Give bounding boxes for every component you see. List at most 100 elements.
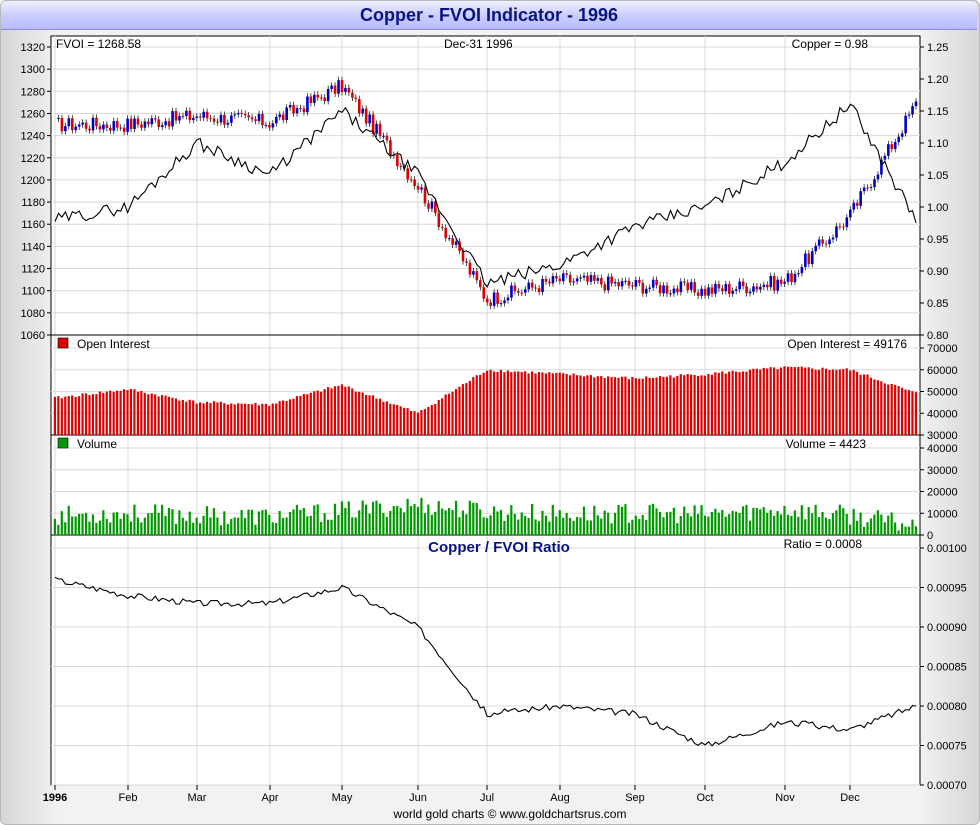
candle-body	[323, 97, 327, 102]
candle-body	[897, 136, 901, 143]
volume-bar	[686, 513, 689, 535]
right-tick-label: 0.00075	[927, 741, 967, 753]
candle-body	[160, 125, 164, 128]
open-interest-bar	[517, 371, 520, 435]
open-interest-bar	[171, 397, 174, 435]
left-tick-label: 1140	[21, 241, 45, 253]
candle-body	[223, 114, 226, 125]
open-interest-bar	[569, 375, 572, 435]
left-tick-label: 1080	[21, 308, 45, 320]
candle-body	[911, 106, 914, 115]
volume-bar	[91, 514, 95, 535]
candle-body	[565, 273, 569, 275]
candle-body	[835, 226, 838, 238]
candle-body	[797, 273, 800, 275]
open-interest-bar	[555, 372, 558, 435]
candle-body	[98, 126, 102, 130]
volume-bar	[53, 518, 56, 535]
volume-bar	[548, 521, 551, 535]
volume-bar	[375, 500, 378, 535]
volume-bar	[783, 505, 786, 535]
candle-body	[84, 122, 88, 129]
volume-bar	[181, 517, 184, 535]
volume-bar	[482, 517, 485, 535]
candle-body	[555, 276, 558, 279]
open-interest-bar	[862, 374, 866, 435]
candle-body	[686, 282, 690, 290]
open-interest-bar	[147, 394, 150, 435]
candle-body	[852, 202, 856, 210]
open-interest-bar	[451, 391, 454, 435]
volume-label: Volume	[77, 437, 117, 451]
volume-bar	[458, 517, 461, 535]
volume-bar	[537, 521, 541, 535]
open-interest-bar	[696, 375, 700, 435]
volume-bar	[596, 515, 599, 535]
candle-body	[444, 227, 448, 239]
volume-bar	[74, 516, 77, 535]
volume-bar	[876, 510, 879, 535]
open-interest-bar	[195, 403, 198, 435]
volume-bar	[88, 521, 91, 535]
volume-bar	[403, 512, 406, 535]
open-interest-bar	[299, 395, 302, 435]
open-interest-bar	[537, 372, 541, 435]
volume-bar	[707, 516, 710, 535]
volume-bar	[821, 512, 824, 535]
open-interest-bar	[216, 402, 219, 435]
candle-body	[804, 253, 807, 268]
left-tick-label: 1220	[21, 153, 45, 165]
volume-bar	[786, 514, 790, 535]
open-interest-bar	[320, 391, 323, 435]
open-interest-bar	[57, 396, 60, 435]
volume-bar	[140, 522, 143, 535]
open-interest-bar	[817, 369, 821, 435]
candle-body	[883, 155, 887, 160]
left-tick-label: 1300	[21, 64, 45, 76]
open-interest-bar	[800, 366, 803, 435]
open-interest-bar	[731, 370, 734, 435]
volume-bar	[430, 514, 433, 535]
volume-bar	[582, 506, 586, 535]
volume-bar	[143, 517, 146, 535]
candle-body	[347, 87, 351, 93]
open-interest-bar	[475, 375, 478, 435]
volume-bar	[465, 514, 468, 535]
open-interest-bar	[745, 371, 748, 435]
candle-body	[530, 282, 534, 288]
open-interest-bar	[894, 385, 897, 435]
volume-bar	[797, 516, 800, 535]
candle-body	[264, 124, 268, 126]
volume-bar	[479, 509, 482, 535]
candle-body	[67, 118, 71, 127]
volume-bar	[461, 510, 465, 535]
ratio-panel-title: Copper / FVOI Ratio	[428, 539, 570, 556]
open-interest-bar	[454, 388, 458, 435]
open-interest-bar	[831, 369, 835, 435]
open-interest-bar	[105, 391, 108, 435]
x-tick-label: Mar	[188, 792, 207, 804]
volume-bar	[454, 500, 458, 535]
volume-bar	[382, 512, 385, 535]
volume-bar	[862, 526, 866, 535]
volume-bar	[326, 519, 330, 535]
candle-body	[880, 159, 883, 175]
open-interest-bar	[683, 375, 686, 435]
open-interest-bar	[423, 409, 426, 435]
volume-bar	[57, 524, 60, 535]
volume-bar	[800, 505, 803, 535]
candle-body	[316, 94, 320, 98]
candle-body	[437, 213, 441, 228]
open-interest-bar	[524, 371, 527, 435]
volume-bar	[409, 506, 413, 535]
volume-bar	[873, 514, 876, 535]
open-interest-bar	[109, 390, 112, 435]
open-interest-bar	[486, 370, 489, 435]
volume-bar	[347, 501, 350, 535]
candle-body	[313, 94, 316, 104]
volume-bar	[447, 507, 451, 535]
open-interest-bar	[786, 366, 790, 435]
candle-body	[261, 113, 264, 126]
candle-body	[465, 261, 468, 263]
open-interest-bar	[199, 402, 202, 435]
